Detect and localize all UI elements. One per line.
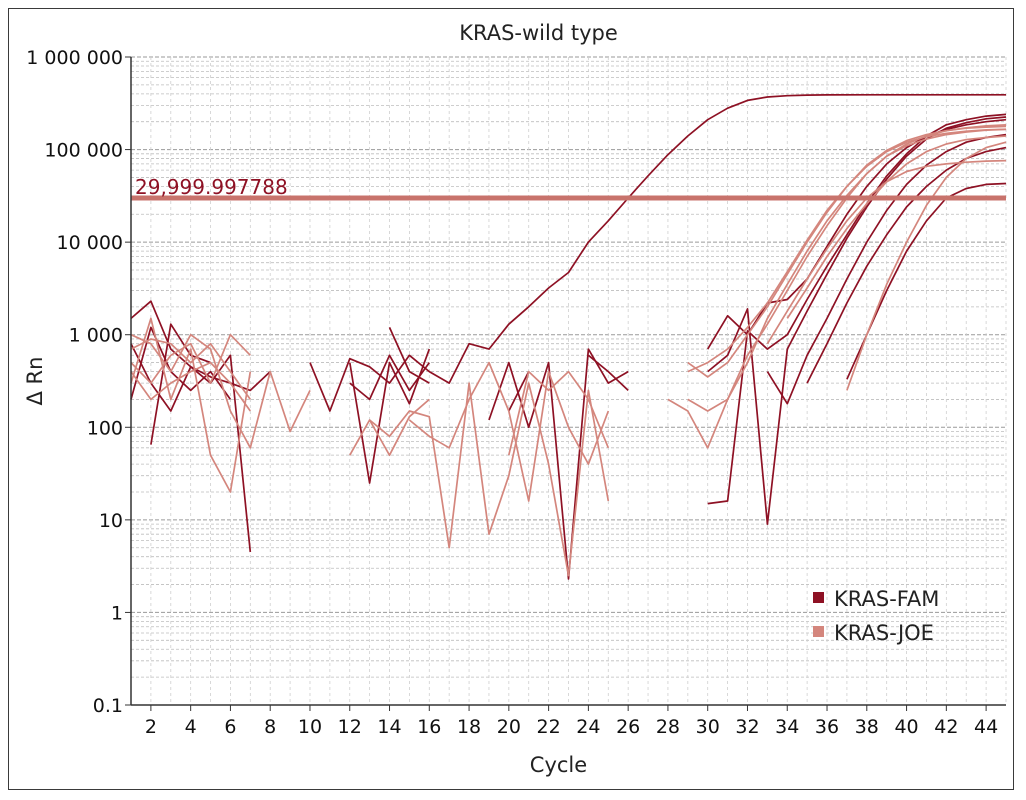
y-tick-label: 10 000 [57,232,123,254]
x-tick-label: 20 [497,716,521,738]
x-tick-label: 36 [815,716,839,738]
x-tick-label: 34 [775,716,799,738]
legend: KRAS-FAM KRAS-JOE [813,587,939,645]
x-tick-label: 2 [145,716,157,738]
series-line-kras-joe-10 [130,125,1007,457]
x-tick-label: 32 [735,716,759,738]
x-tick-label: 26 [616,716,640,738]
series-layer [130,93,1007,580]
series-line-kras-fam-3 [130,116,1007,525]
x-tick-label: 38 [855,716,879,738]
y-tick-label: 10 [99,510,123,532]
legend-label-kras-joe: KRAS-JOE [834,621,934,645]
legend-label-kras-fam: KRAS-FAM [834,587,939,611]
y-tick-label: 1 000 [69,325,123,347]
series-line-kras-joe-11 [130,128,1007,400]
series-line-kras-fam-2 [130,113,1007,580]
chart-title: KRAS-wild type [459,21,618,45]
x-tick-label: 24 [576,716,600,738]
x-tick-label: 42 [934,716,958,738]
series-line-kras-joe-14 [786,135,1007,319]
x-tick-label: 16 [417,716,441,738]
x-tick-label: 44 [974,716,998,738]
threshold-label: 29,999.997788 [135,175,288,199]
x-tick-label: 18 [457,716,481,738]
x-tick-label: 6 [224,716,236,738]
y-tick-label: 100 000 [44,140,123,162]
y-tick-label: 1 000 000 [26,47,123,69]
axes [130,57,1006,706]
x-tick-label: 30 [696,716,720,738]
x-tick-label: 10 [298,716,322,738]
y-tick-label: 100 [87,417,123,439]
y-tick-label: 0.1 [93,695,123,717]
series-line-kras-fam-7 [806,146,1007,384]
x-tick-label: 8 [264,716,276,738]
x-tick-label: 28 [656,716,680,738]
legend-swatch-kras-joe [813,626,824,637]
series-line-kras-joe-13 [846,141,1007,391]
x-tick-labels: 2 4 6 8 10 12 14 16 18 20 22 24 26 28 30 32 34 36 38 40 42 44 [145,705,998,738]
y-tick-label: 1 [111,602,123,624]
y-tick-labels: 0.1 1 10 100 1 000 10 000 100 000 1 000 000 [26,47,131,717]
x-tick-label: 40 [894,716,918,738]
legend-swatch-kras-fam [813,592,824,603]
series-line-kras-fam-5 [766,133,1007,405]
y-axis-label: Δ Rn [23,357,47,406]
x-tick-label: 4 [185,716,197,738]
x-tick-label: 14 [377,716,401,738]
x-tick-label: 22 [537,716,561,738]
x-axis-label: Cycle [530,753,587,777]
x-tick-label: 12 [338,716,362,738]
